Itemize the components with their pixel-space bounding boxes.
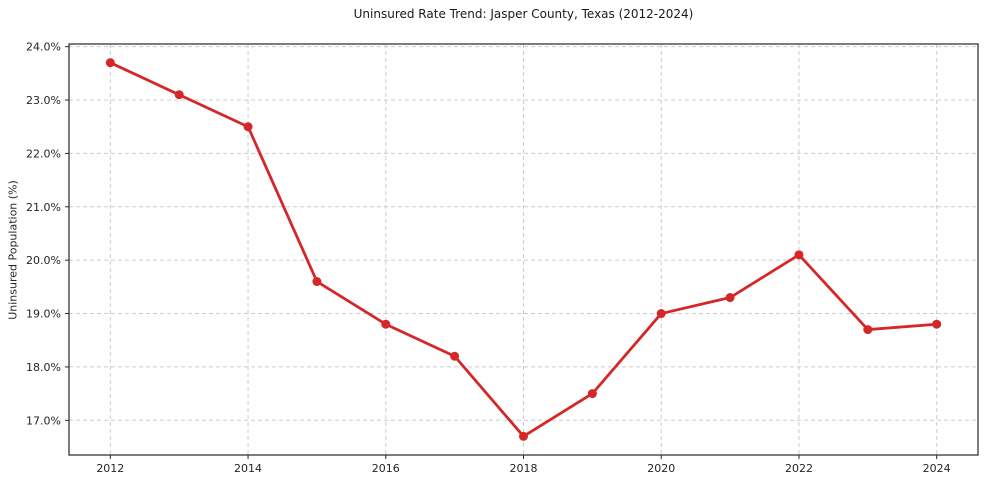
- x-tick-label: 2024: [923, 462, 951, 475]
- data-point: [863, 325, 873, 335]
- data-point: [656, 309, 666, 319]
- data-point: [794, 250, 804, 260]
- data-point: [381, 319, 391, 329]
- y-tick-label: 21.0%: [26, 201, 61, 214]
- data-point: [932, 319, 942, 329]
- chart-title: Uninsured Rate Trend: Jasper County, Tex…: [353, 7, 694, 21]
- data-point: [174, 90, 184, 100]
- x-tick-label: 2014: [234, 462, 262, 475]
- y-tick-label: 17.0%: [26, 414, 61, 427]
- y-tick-label: 24.0%: [26, 41, 61, 54]
- x-tick-label: 2012: [96, 462, 124, 475]
- data-point: [725, 293, 735, 303]
- data-point: [243, 122, 253, 132]
- grid-lines: [69, 44, 978, 455]
- data-point: [450, 351, 460, 361]
- data-point: [312, 277, 322, 287]
- data-point: [587, 389, 597, 399]
- plot-border: [68, 43, 979, 456]
- x-tick-label: 2022: [785, 462, 813, 475]
- y-tick-label: 23.0%: [26, 94, 61, 107]
- y-tick-label: 19.0%: [26, 308, 61, 321]
- y-tick-label: 18.0%: [26, 361, 61, 374]
- axis-ticks: 2012 2014 2016 2018 2020 2022 2024 17.0% 18.0% 19…: [26, 41, 951, 475]
- x-tick-label: 2020: [647, 462, 675, 475]
- y-tick-label: 22.0%: [26, 147, 61, 160]
- data-point: [519, 431, 528, 441]
- data-point: [105, 58, 115, 68]
- y-tick-label: 20.0%: [26, 254, 61, 267]
- data-points: [105, 58, 942, 441]
- x-tick-label: 2016: [372, 462, 400, 475]
- x-tick-label: 2018: [510, 462, 538, 475]
